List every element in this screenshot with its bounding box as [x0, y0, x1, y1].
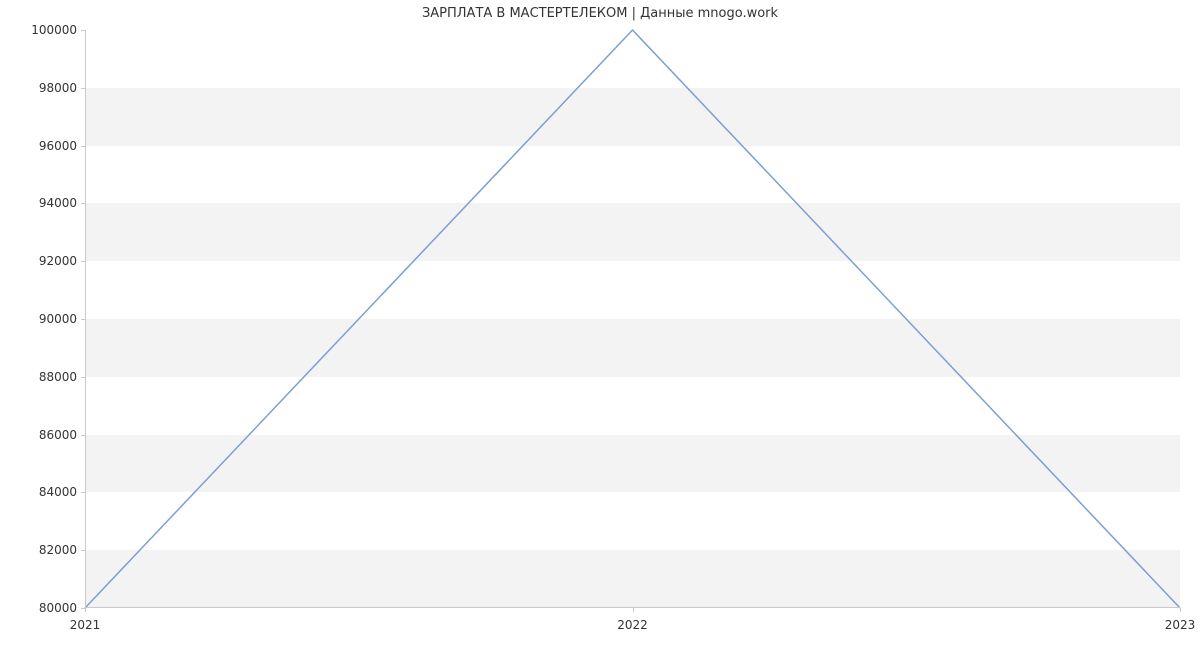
y-tick-mark — [81, 261, 85, 262]
y-tick-mark — [81, 30, 85, 31]
y-tick-label: 80000 — [39, 601, 77, 615]
y-tick-mark — [81, 550, 85, 551]
y-tick-label: 86000 — [39, 428, 77, 442]
salary-line-chart: ЗАРПЛАТА В МАСТЕРТЕЛЕКОМ | Данные mnogo.… — [0, 0, 1200, 650]
x-tick-label: 2022 — [617, 618, 648, 632]
x-tick-mark — [85, 608, 86, 612]
y-tick-label: 100000 — [31, 23, 77, 37]
y-tick-mark — [81, 203, 85, 204]
x-tick-label: 2021 — [70, 618, 101, 632]
y-tick-mark — [81, 377, 85, 378]
y-tick-mark — [81, 319, 85, 320]
y-tick-label: 84000 — [39, 485, 77, 499]
line-layer — [85, 30, 1180, 608]
y-tick-mark — [81, 492, 85, 493]
y-tick-label: 98000 — [39, 81, 77, 95]
y-tick-label: 90000 — [39, 312, 77, 326]
y-tick-mark — [81, 146, 85, 147]
x-tick-mark — [1180, 608, 1181, 612]
plot-area: 8000082000840008600088000900009200094000… — [85, 30, 1180, 608]
y-tick-label: 94000 — [39, 196, 77, 210]
y-tick-label: 92000 — [39, 254, 77, 268]
x-tick-label: 2023 — [1165, 618, 1196, 632]
y-axis-line — [85, 30, 86, 608]
y-tick-mark — [81, 88, 85, 89]
series-salary — [85, 30, 1180, 608]
y-tick-label: 88000 — [39, 370, 77, 384]
y-tick-label: 82000 — [39, 543, 77, 557]
chart-title: ЗАРПЛАТА В МАСТЕРТЕЛЕКОМ | Данные mnogo.… — [0, 6, 1200, 21]
y-tick-mark — [81, 435, 85, 436]
y-tick-label: 96000 — [39, 139, 77, 153]
x-tick-mark — [633, 608, 634, 612]
